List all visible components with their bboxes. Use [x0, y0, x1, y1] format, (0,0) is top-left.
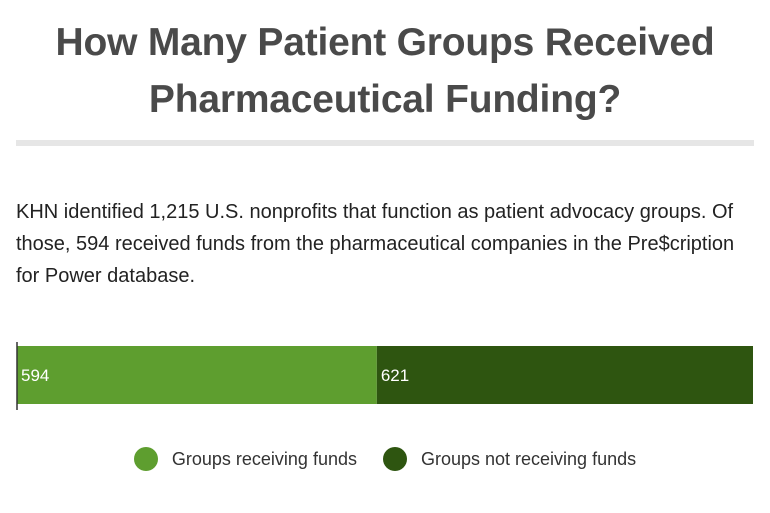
bar-segment-label-2: 621 — [381, 366, 409, 385]
chart-title-line-2: Pharmaceutical Funding? — [148, 78, 622, 121]
bar-segment-1 — [17, 346, 377, 404]
bar-segment-label-1: 594 — [21, 366, 49, 385]
title-divider — [16, 140, 754, 146]
chart-description: KHN identified 1,215 U.S. nonprofits tha… — [16, 201, 735, 287]
chart-legend: Groups receiving funds Groups not receivi… — [0, 447, 770, 471]
legend-item-2: Groups not receiving funds — [382, 447, 637, 471]
legend-item-1: Groups receiving funds — [133, 447, 357, 471]
legend-label: Groups not receiving funds — [420, 448, 637, 469]
chart-title-line-1: How Many Patient Groups Received — [55, 21, 715, 64]
legend-swatch — [382, 447, 407, 471]
bar-segment-2 — [376, 346, 753, 404]
stacked-bar-chart: 594 621 — [16, 342, 753, 410]
chart-title: How Many Patient Groups Received Pharmac… — [0, 14, 770, 128]
legend-swatch — [133, 447, 158, 471]
legend-label: Groups receiving funds — [171, 448, 357, 469]
